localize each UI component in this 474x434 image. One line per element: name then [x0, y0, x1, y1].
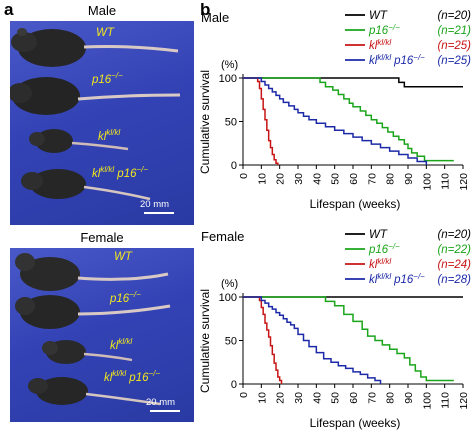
series-line-2	[243, 296, 283, 384]
x-tick-label-50: 50	[330, 392, 342, 404]
series-line-2	[243, 77, 279, 165]
female-label-kl: klkl/kl	[110, 337, 133, 352]
legend-label-0: WT	[369, 229, 388, 241]
x-tick-label-90: 90	[403, 173, 415, 185]
x-tick-label-120: 120	[458, 173, 470, 191]
legend-n-1: (n=21)	[437, 25, 471, 37]
y-unit: (%)	[221, 59, 238, 71]
x-tick-label-100: 100	[421, 392, 433, 410]
x-tick-label-120: 120	[458, 392, 470, 410]
female-label-kl-p16: klkl/kl p16−/−	[104, 369, 161, 384]
female-mice-photo: WT p16−/− klkl/kl klkl/kl p16−/− 20 mm	[10, 248, 194, 422]
y-axis-label: Cumulative survival	[198, 289, 212, 393]
legend-n-3: (n=25)	[437, 55, 471, 67]
x-tick-label-60: 60	[348, 392, 360, 404]
panel-a-letter: a	[4, 0, 14, 19]
panel-b-letter: b	[200, 0, 211, 19]
female-scale-bar	[150, 410, 180, 412]
legend-n-2: (n=24)	[437, 259, 471, 271]
legend-n-1: (n=22)	[437, 244, 471, 256]
legend-label-1: p16−/−	[368, 242, 400, 257]
x-tick-label-40: 40	[311, 392, 323, 404]
legend-label-2: klkl/kl	[369, 38, 391, 53]
male-scale-bar	[144, 212, 174, 214]
x-tick-label-20: 20	[275, 392, 287, 404]
x-tick-label-80: 80	[385, 392, 397, 404]
legend-n-0: (n=20)	[437, 229, 471, 241]
male-mice-image	[10, 28, 181, 201]
x-tick-label-110: 110	[440, 392, 452, 409]
male-survival-chart: Male WT (n=20) p16−/− (n=21) klkl/kl (n=25) klk…	[198, 10, 471, 211]
female-scale-label: 20 mm	[146, 397, 176, 408]
x-tick-label-30: 30	[293, 392, 305, 404]
male-mice-photo: WT p16−/− klkl/kl klkl/kl p16−/− 20 mm	[10, 21, 194, 225]
x-tick-label-60: 60	[348, 173, 360, 185]
y-tick-label-100: 100	[219, 292, 237, 304]
x-tick-label-10: 10	[256, 392, 268, 404]
female-photo-title: Female	[80, 230, 124, 245]
series-line-1	[243, 77, 454, 162]
y-unit: (%)	[221, 278, 238, 290]
legend-label-2: klkl/kl	[369, 257, 391, 272]
y-tick-label-0: 0	[231, 160, 237, 172]
male-label-kl-p16: klkl/kl p16−/−	[92, 165, 149, 180]
x-tick-label-100: 100	[421, 173, 433, 191]
x-tick-label-50: 50	[330, 173, 342, 185]
x-tick-label-90: 90	[403, 392, 415, 404]
female-label-p16: p16−/−	[110, 290, 141, 305]
legend-n-2: (n=25)	[437, 40, 471, 52]
series-line-1	[243, 296, 454, 382]
y-axis-label: Cumulative survival	[198, 70, 212, 174]
series-line-3	[243, 296, 382, 384]
male-label-wt: WT	[96, 27, 114, 39]
y-tick-label-50: 50	[225, 117, 237, 129]
x-tick-label-80: 80	[385, 173, 397, 185]
legend-n-3: (n=28)	[437, 274, 471, 286]
chart-subtitle: Female	[201, 229, 244, 244]
x-tick-label-70: 70	[366, 392, 378, 404]
female-label-wt: WT	[114, 251, 132, 263]
legend-label-3: klkl/kl p16−/−	[369, 272, 425, 287]
y-tick-label-100: 100	[219, 73, 237, 85]
x-axis-label: Lifespan (weeks)	[310, 416, 401, 430]
male-photo-title: Male	[87, 3, 117, 18]
male-label-p16: p16−/−	[92, 71, 123, 86]
x-tick-label-40: 40	[311, 173, 323, 185]
chart-subtitle: Male	[201, 10, 229, 25]
x-tick-label-30: 30	[293, 173, 305, 185]
female-mice-image	[15, 253, 171, 406]
male-label-kl: klkl/kl	[98, 128, 121, 143]
legend-n-0: (n=20)	[437, 10, 471, 22]
series-line-3	[243, 77, 428, 165]
x-tick-label-0: 0	[238, 392, 250, 398]
y-tick-label-0: 0	[231, 379, 237, 391]
legend-label-0: WT	[369, 10, 388, 22]
male-scale-label: 20 mm	[140, 199, 170, 210]
x-tick-label-0: 0	[238, 173, 250, 179]
legend-label-1: p16−/−	[368, 23, 400, 38]
x-axis-label: Lifespan (weeks)	[310, 197, 401, 211]
x-tick-label-20: 20	[275, 173, 287, 185]
y-tick-label-50: 50	[225, 336, 237, 348]
series-line-0	[243, 77, 463, 88]
x-tick-label-10: 10	[256, 173, 268, 185]
female-survival-chart: Female WT (n=20) p16−/− (n=22) klkl/kl (n=24) k…	[198, 229, 471, 430]
legend-label-3: klkl/kl p16−/−	[369, 53, 425, 68]
x-tick-label-70: 70	[366, 173, 378, 185]
x-tick-label-110: 110	[440, 173, 452, 190]
